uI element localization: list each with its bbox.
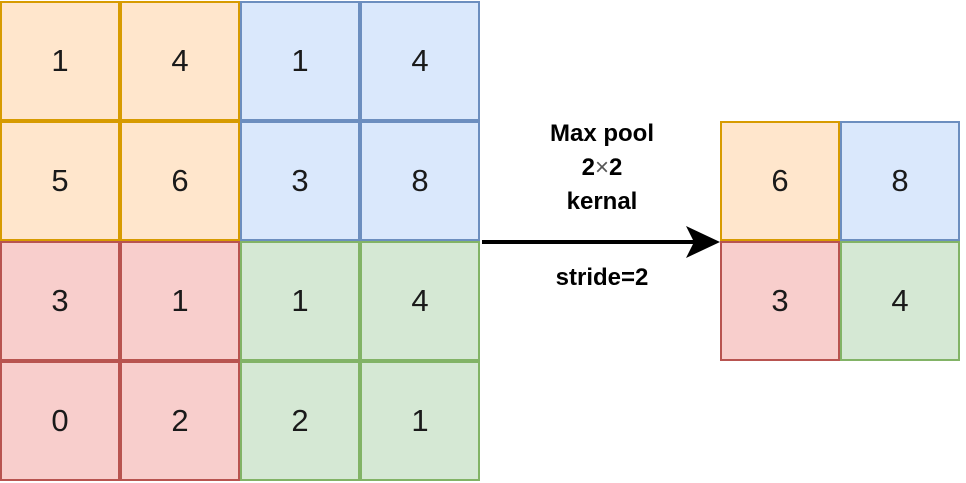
output-matrix: 6 8 3 4 bbox=[720, 121, 960, 361]
input-matrix: 1 4 1 4 5 6 3 8 3 1 1 4 0 2 2 1 bbox=[0, 1, 480, 481]
kernel-word: kernal bbox=[566, 188, 638, 215]
operation-name: Max pool bbox=[549, 120, 654, 147]
input-cell: 1 bbox=[240, 1, 360, 121]
kernel-size: 2×2 bbox=[482, 151, 722, 185]
input-cell: 5 bbox=[0, 121, 120, 241]
input-cell: 3 bbox=[0, 241, 120, 361]
input-cell: 6 bbox=[120, 121, 240, 241]
input-cell: 1 bbox=[240, 241, 360, 361]
input-cell: 0 bbox=[0, 361, 120, 481]
input-cell: 8 bbox=[360, 121, 480, 241]
input-cell: 1 bbox=[0, 1, 120, 121]
input-cell: 2 bbox=[240, 361, 360, 481]
input-cell: 4 bbox=[120, 1, 240, 121]
times-sign: × bbox=[594, 154, 609, 181]
stride-label: stride=2 bbox=[555, 264, 649, 291]
input-cell: 4 bbox=[360, 1, 480, 121]
input-cell: 3 bbox=[240, 121, 360, 241]
arrow-right-icon bbox=[482, 226, 720, 258]
input-cell: 4 bbox=[360, 241, 480, 361]
kernel-size-a: 2 bbox=[581, 154, 595, 181]
operation-label: Max pool 2×2 kernal bbox=[482, 117, 722, 219]
input-cell: 1 bbox=[360, 361, 480, 481]
kernel-size-b: 2 bbox=[609, 154, 623, 181]
output-cell: 4 bbox=[840, 241, 960, 361]
input-cell: 1 bbox=[120, 241, 240, 361]
output-cell: 3 bbox=[720, 241, 840, 361]
input-cell: 2 bbox=[120, 361, 240, 481]
output-cell: 8 bbox=[840, 121, 960, 241]
output-cell: 6 bbox=[720, 121, 840, 241]
